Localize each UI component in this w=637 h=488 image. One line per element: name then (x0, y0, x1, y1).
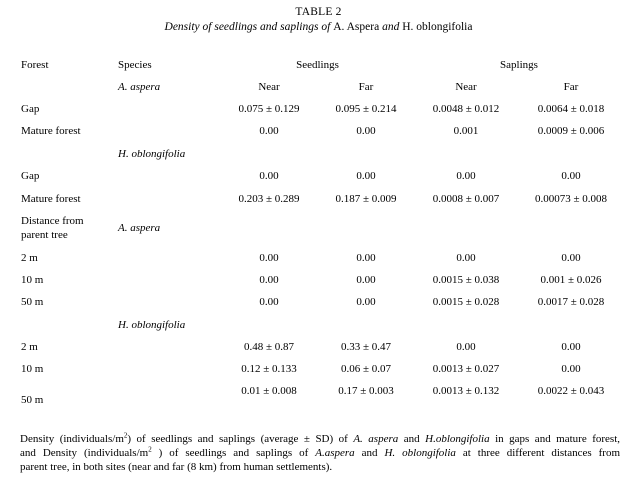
table-cell: 0.0008 ± 0.007 (432, 193, 500, 205)
table-cell: 0.00 (259, 170, 279, 182)
row-label: Gap (21, 170, 40, 182)
table-cell: 0.00 (456, 170, 476, 182)
table-cell: 0.00 (561, 170, 581, 182)
table-cell: 0.00 (561, 363, 581, 375)
title-part: Density of seedlings and saplings of (164, 21, 334, 33)
caption-text: in gaps and mature forest, (489, 433, 621, 445)
caption-text: Density (individuals/m (20, 433, 124, 445)
header-saplings: Saplings (500, 59, 538, 71)
table-cell: 0.00073 ± 0.008 (534, 193, 608, 205)
species-label-aspera: A. aspera (118, 81, 161, 93)
table-cell: 0.187 ± 0.009 (335, 193, 397, 205)
table-cell: 0.48 ± 0.87 (243, 341, 295, 353)
caption-species: A. aspera (353, 433, 399, 445)
table-cell: 0.00 (561, 252, 581, 264)
header-species: Species (118, 59, 152, 71)
table-cell: 0.12 ± 0.133 (241, 363, 297, 375)
header-forest: Forest (21, 59, 49, 71)
table-title: Density of seedlings and saplings of A. … (0, 21, 637, 33)
species-label-aspera-distance: A. aspera (118, 222, 161, 234)
caption-line-2: and Density (individuals/m2 ) of seedlin… (20, 446, 620, 460)
table-cell: 0.0015 ± 0.038 (432, 274, 500, 286)
caption-species: H. oblongifolia (384, 447, 456, 459)
caption-superscript: 2 (123, 431, 128, 440)
row-label: 10 m (21, 274, 44, 286)
table-cell: 0.00 (356, 252, 376, 264)
caption-line-1: Density (individuals/m2) of seedlings an… (20, 432, 620, 446)
header-seedlings-near: Near (258, 81, 280, 93)
caption-text: and (354, 447, 385, 459)
table-cell: 0.00 (259, 296, 279, 308)
table-cell: 0.0013 ± 0.132 (432, 385, 500, 397)
table-cell: 0.00 (259, 274, 279, 286)
header-seedlings-far: Far (358, 81, 374, 93)
caption-superscript: 2 (148, 445, 152, 454)
row-label: 50 m (21, 296, 44, 308)
caption-text: and (398, 433, 426, 445)
table-cell: 0.001 ± 0.026 (540, 274, 602, 286)
table-cell: 0.0064 ± 0.018 (537, 103, 605, 115)
caption-text: at three different distances from (455, 447, 620, 459)
row-label: 50 m (21, 394, 44, 406)
header-seedlings: Seedlings (296, 59, 339, 71)
table-cell: 0.00 (259, 125, 279, 137)
caption-text: ) of seedlings and saplings (average ± S… (127, 433, 354, 445)
section-label-distance-line2: parent tree (21, 229, 68, 241)
row-label: 2 m (21, 341, 38, 353)
title-species-2: H. oblongifolia (402, 21, 473, 33)
title-species-1: A. Aspera (333, 21, 380, 33)
table-cell: 0.00 (561, 341, 581, 353)
row-label: 2 m (21, 252, 38, 264)
table-cell: 0.00 (259, 252, 279, 264)
table-cell: 0.0009 ± 0.006 (537, 125, 605, 137)
table-cell: 0.00 (356, 296, 376, 308)
species-label-oblongifolia-distance: H. oblongifolia (118, 319, 186, 331)
title-part: and (379, 21, 403, 33)
table-cell: 0.00 (456, 252, 476, 264)
table-cell: 0.0022 ± 0.043 (537, 385, 605, 397)
row-label: 10 m (21, 363, 44, 375)
table-cell: 0.0017 ± 0.028 (537, 296, 605, 308)
table-caption: Density (individuals/m2) of seedlings an… (20, 432, 620, 474)
table-cell: 0.203 ± 0.289 (238, 193, 300, 205)
row-label: Mature forest (21, 193, 81, 205)
table-cell: 0.17 ± 0.003 (338, 385, 394, 397)
header-saplings-far: Far (563, 81, 579, 93)
table-cell: 0.00 (356, 170, 376, 182)
table-cell: 0.075 ± 0.129 (238, 103, 300, 115)
table-cell: 0.33 ± 0.47 (340, 341, 392, 353)
table-cell: 0.00 (456, 341, 476, 353)
species-label-oblongifolia: H. oblongifolia (118, 148, 186, 160)
caption-species: H.oblongifolia (425, 433, 490, 445)
header-saplings-near: Near (455, 81, 477, 93)
caption-species: A.aspera (315, 447, 355, 459)
table-cell: 0.095 ± 0.214 (335, 103, 397, 115)
table-cell: 0.001 (453, 125, 479, 137)
caption-text: ) of seedlings and saplings of (151, 447, 316, 459)
table-cell: 0.00 (356, 125, 376, 137)
row-label: Gap (21, 103, 40, 115)
caption-line-3: parent tree, in both sites (near and far… (20, 461, 333, 473)
table-cell: 0.0013 ± 0.027 (432, 363, 500, 375)
table-cell: 0.0015 ± 0.028 (432, 296, 500, 308)
caption-text: and Density (individuals/m (20, 447, 149, 459)
table-cell: 0.00 (356, 274, 376, 286)
row-label: Mature forest (21, 125, 81, 137)
table-number: TABLE 2 (295, 6, 342, 18)
table-cell: 0.01 ± 0.008 (241, 385, 297, 397)
table-cell: 0.06 ± 0.07 (340, 363, 392, 375)
table-cell: 0.0048 ± 0.012 (432, 103, 500, 115)
section-label-distance-line1: Distance from (21, 215, 84, 227)
